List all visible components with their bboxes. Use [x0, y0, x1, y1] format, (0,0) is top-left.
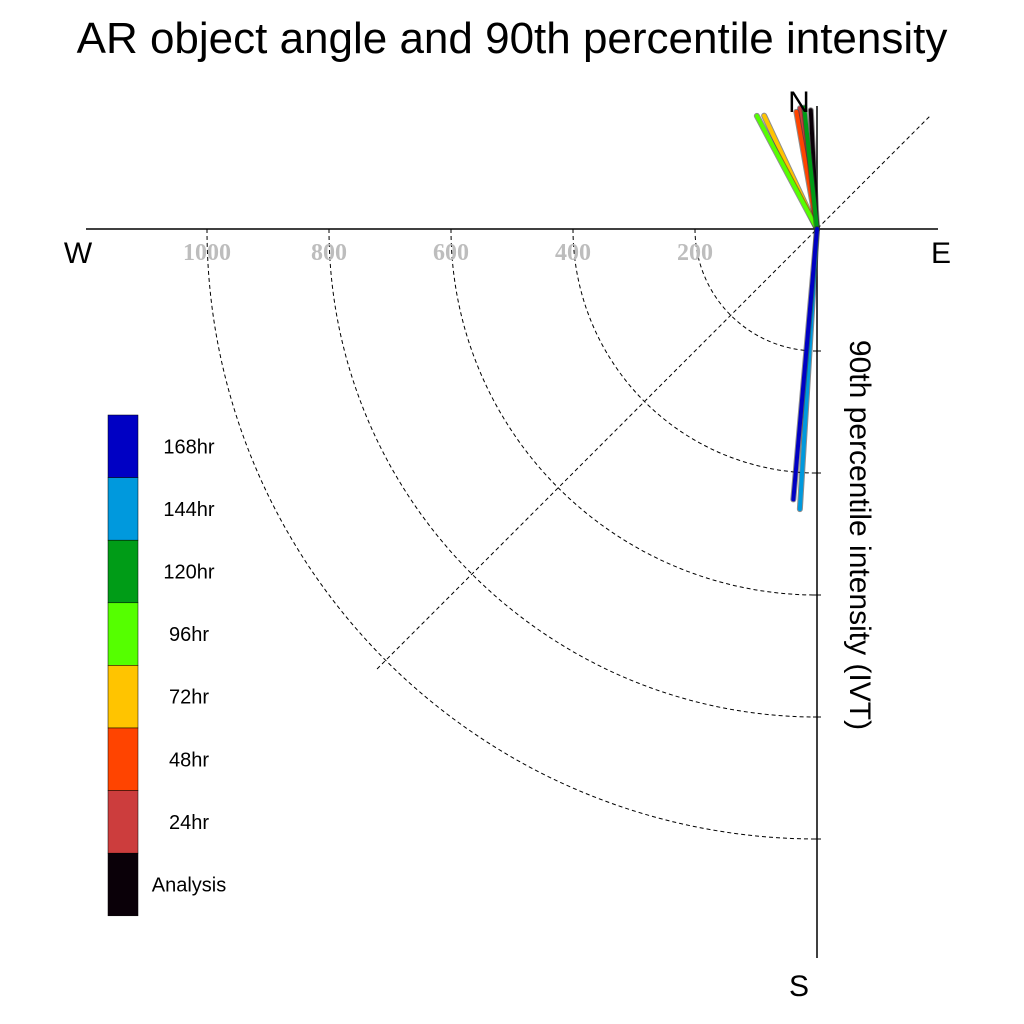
legend-label-96hr: 96hr [169, 624, 209, 646]
y-axis-label: 90th percentile intensity (IVT) [843, 340, 876, 730]
radial-tick-label-400: 400 [555, 240, 591, 266]
series-line-96hr [754, 113, 819, 231]
grid-arc-600 [450, 228, 818, 596]
legend-swatch-168hr [107, 414, 139, 478]
legend-swatch-96hr [107, 602, 139, 666]
chart-title: AR object angle and 90th percentile inte… [76, 14, 948, 63]
legend-swatch-48hr [107, 727, 139, 791]
radial-ticks: 200 400 600 800 1000 [183, 240, 713, 266]
diagonal-gridline [376, 114, 932, 670]
compass-south: S [789, 970, 809, 1003]
series-line-168hr [791, 227, 819, 502]
legend-label-72hr: 72hr [169, 687, 209, 709]
compass-west: W [64, 237, 93, 270]
legend-swatch-24hr [107, 790, 139, 854]
legend-label-24hr: 24hr [169, 812, 209, 834]
legend-label-Analysis: Analysis [152, 875, 226, 897]
compass-north: N [788, 86, 810, 119]
legend-swatch-72hr [107, 665, 139, 729]
grid-arc-800 [328, 228, 818, 718]
grid-arc-1000 [206, 228, 818, 840]
legend-label-144hr: 144hr [163, 499, 214, 521]
legend-swatch-144hr [107, 477, 139, 541]
compass-labels: N S E W [64, 86, 951, 1003]
radial-tick-label-600: 600 [433, 240, 469, 266]
legend: 168hr 144hr 120hr 96hr 72hr 48hr 24hr Analysis [107, 414, 226, 917]
series-line-120hr [802, 105, 819, 231]
legend-swatch-Analysis [107, 852, 139, 917]
legend-label-168hr: 168hr [163, 436, 214, 458]
radial-tick-label-1000: 1000 [183, 240, 231, 266]
grid [206, 114, 932, 840]
y-axis-label-group: 90th percentile intensity (IVT) [843, 340, 876, 730]
compass-east: E [931, 237, 951, 270]
radial-tick-label-800: 800 [311, 240, 347, 266]
axes [86, 106, 938, 958]
series-lines [753, 104, 820, 513]
legend-swatch-120hr [107, 539, 139, 604]
radial-tick-label-200: 200 [677, 240, 713, 266]
legend-label-48hr: 48hr [169, 749, 209, 771]
legend-label-120hr: 120hr [163, 562, 214, 584]
